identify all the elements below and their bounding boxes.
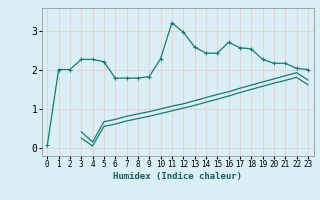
X-axis label: Humidex (Indice chaleur): Humidex (Indice chaleur) bbox=[113, 172, 242, 181]
